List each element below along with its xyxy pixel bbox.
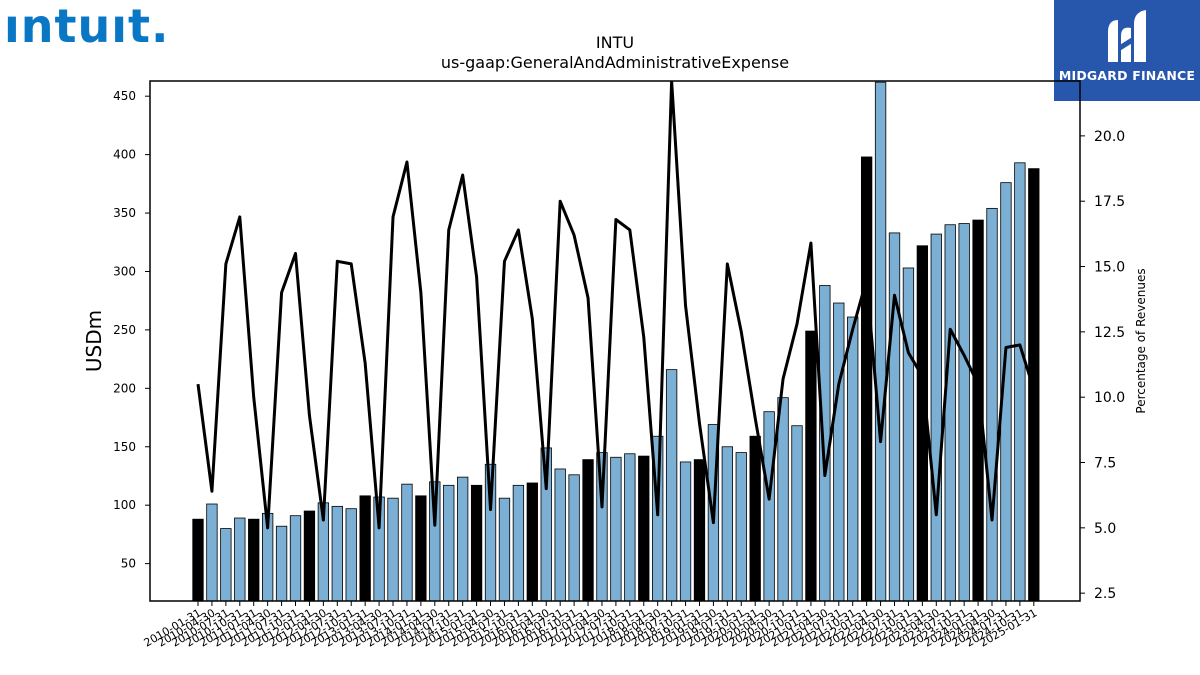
y2-tick-label: 15.0 <box>1094 260 1125 276</box>
plot-frame <box>149 80 1081 602</box>
bar-2013-07-31 <box>387 497 399 602</box>
chart-title: INTU <box>596 33 634 52</box>
bar-2024-04-30 <box>986 207 998 602</box>
bar-2011-10-31 <box>289 515 302 602</box>
bar-2021-01-31 <box>805 330 817 602</box>
bar-2016-10-31 <box>568 474 580 602</box>
bar-2012-10-31 <box>345 508 357 602</box>
y-tick-label: 250 <box>113 323 136 337</box>
intuit-logo: ıntuıt. <box>4 0 170 53</box>
bar-2015-01-31 <box>470 484 483 602</box>
bar-2024-10-31 <box>1014 162 1026 602</box>
y2-tick-label: 12.5 <box>1094 325 1125 341</box>
chart-subtitle: us-gaap:GeneralAndAdministrativeExpense <box>441 53 789 72</box>
midgard-finance-label: MIDGARD FINANCE <box>1058 68 1196 83</box>
y-tick-label: 300 <box>113 264 136 278</box>
y-tick-label: 450 <box>113 89 136 103</box>
bar-2015-07-31 <box>498 497 511 602</box>
bar-series <box>192 81 1040 602</box>
y-axis: 50 100 150 200 250 300 350 400 450 <box>113 89 150 571</box>
y-tick-label: 100 <box>113 498 136 512</box>
bar-2023-10-31 <box>958 223 970 602</box>
bar-2010-10-31 <box>234 517 246 602</box>
y-tick-label: 350 <box>113 206 136 220</box>
bar-2018-07-31 <box>665 369 678 602</box>
bar-2014-10-31 <box>457 476 469 602</box>
bar-2012-07-31 <box>331 505 343 602</box>
bar-2021-07-31 <box>833 302 845 602</box>
percentage-of-revenues-line <box>196 81 1036 530</box>
bar-2017-04-30 <box>596 452 608 602</box>
bar-2017-01-31 <box>582 459 594 602</box>
bar-2021-10-31 <box>847 316 859 602</box>
bar-2022-04-30 <box>874 81 887 602</box>
y2-tick-label: 5.0 <box>1094 521 1116 537</box>
y2-tick-label: 7.5 <box>1094 456 1116 472</box>
y-tick-label: 400 <box>113 148 136 162</box>
y-axis-label: USDm <box>82 310 106 372</box>
bar-2019-01-31 <box>693 459 706 602</box>
bar-2022-10-31 <box>902 267 915 602</box>
line-series <box>196 81 1036 530</box>
bar-2016-01-31 <box>526 482 538 602</box>
bar-2020-04-30 <box>763 411 775 602</box>
bar-2011-07-31 <box>275 525 288 602</box>
y2-tick-label: 2.5 <box>1094 586 1116 602</box>
bar-2017-07-31 <box>610 456 622 602</box>
y2-tick-label: 17.5 <box>1094 194 1125 210</box>
bar-2022-01-31 <box>860 156 873 602</box>
bar-2019-07-31 <box>721 446 733 602</box>
bar-2015-10-31 <box>512 484 525 602</box>
y2-axis: 2.5 5.0 7.5 10.0 12.5 15.0 17.5 20.0 <box>1080 129 1125 602</box>
bar-2019-10-31 <box>735 452 747 602</box>
bar-2013-10-31 <box>401 483 413 602</box>
midgard-finance-logo: MIDGARD FINANCE <box>1054 0 1200 101</box>
bar-2010-01-31 <box>192 518 204 602</box>
bar-2013-01-31 <box>359 495 371 602</box>
bar-2020-07-31 <box>777 397 789 602</box>
bar-2016-07-31 <box>554 468 566 602</box>
bar-2022-07-31 <box>888 232 901 602</box>
bar-2018-10-31 <box>679 461 692 602</box>
bar-2023-07-31 <box>944 224 956 602</box>
midgard-mark-icon <box>1108 10 1146 62</box>
bar-2020-01-31 <box>749 435 761 602</box>
bar-2023-04-30 <box>930 233 942 602</box>
bar-2010-04-30 <box>206 503 218 602</box>
y2-tick-label: 20.0 <box>1094 129 1125 145</box>
bar-2014-07-31 <box>443 484 455 602</box>
x-axis: 2010-01-312010-04-302010-07-312010-10-31… <box>142 601 1039 650</box>
bar-2012-01-31 <box>303 510 316 602</box>
y2-tick-label: 10.0 <box>1094 390 1125 406</box>
bar-2014-01-31 <box>415 495 427 602</box>
bar-2020-10-31 <box>791 425 803 602</box>
y-tick-label: 50 <box>121 557 136 571</box>
y-tick-label: 150 <box>113 440 136 454</box>
bar-2018-01-31 <box>638 455 650 602</box>
y-tick-label: 200 <box>113 381 136 395</box>
bar-2010-07-31 <box>220 528 232 602</box>
bar-2017-10-31 <box>624 453 636 602</box>
y2-axis-label: Percentage of Revenues <box>1134 268 1148 413</box>
bar-2011-01-31 <box>248 518 260 602</box>
